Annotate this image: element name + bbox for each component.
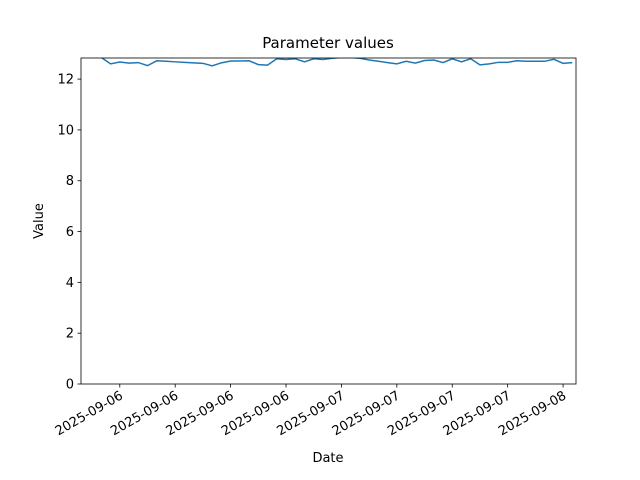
y-tick-label: 12 bbox=[57, 73, 74, 88]
y-axis-label: Value bbox=[32, 203, 47, 239]
y-tick-label: 6 bbox=[66, 225, 74, 240]
y-tick-label: 0 bbox=[66, 378, 74, 393]
y-tick-label: 10 bbox=[57, 123, 74, 138]
data-line bbox=[100, 58, 573, 67]
x-axis-label: Date bbox=[312, 451, 343, 466]
plot-area bbox=[100, 58, 573, 67]
y-tick-label: 4 bbox=[66, 276, 74, 291]
plot-frame bbox=[80, 57, 577, 385]
y-tick-label: 8 bbox=[66, 174, 74, 189]
y-tick-label: 2 bbox=[66, 327, 74, 342]
chart-title: Parameter values bbox=[262, 34, 394, 52]
